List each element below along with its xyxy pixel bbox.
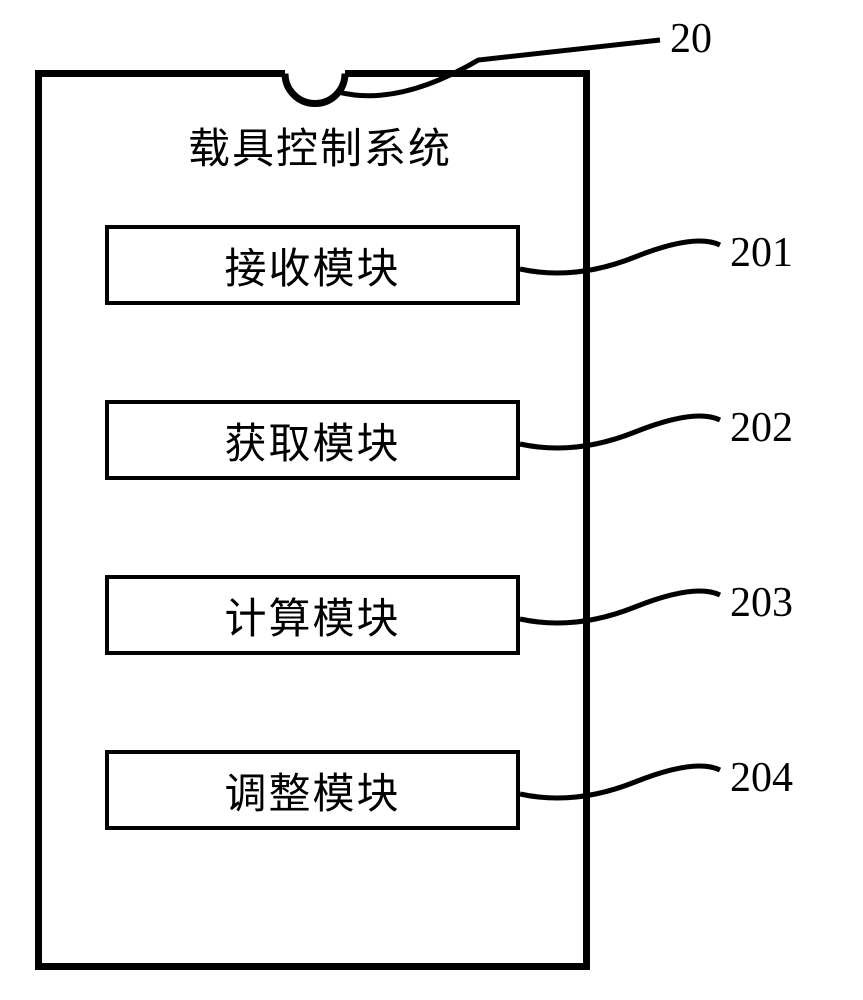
module-label-3: 204: [730, 754, 793, 802]
module-label-1: 202: [730, 404, 793, 452]
lead-line-2: [0, 545, 863, 745]
lead-line-0: [0, 195, 863, 395]
module-label-0: 201: [730, 229, 793, 277]
lead-line-1: [0, 370, 863, 570]
lead-line-outer: [0, 0, 863, 200]
lead-line-3: [0, 720, 863, 920]
module-label-2: 203: [730, 579, 793, 627]
diagram-canvas: 载具控制系统 20 接收模块201获取模块202计算模块203调整模块204: [0, 0, 863, 1000]
outer-label: 20: [670, 15, 712, 63]
outer-box-bottom: [35, 963, 590, 970]
